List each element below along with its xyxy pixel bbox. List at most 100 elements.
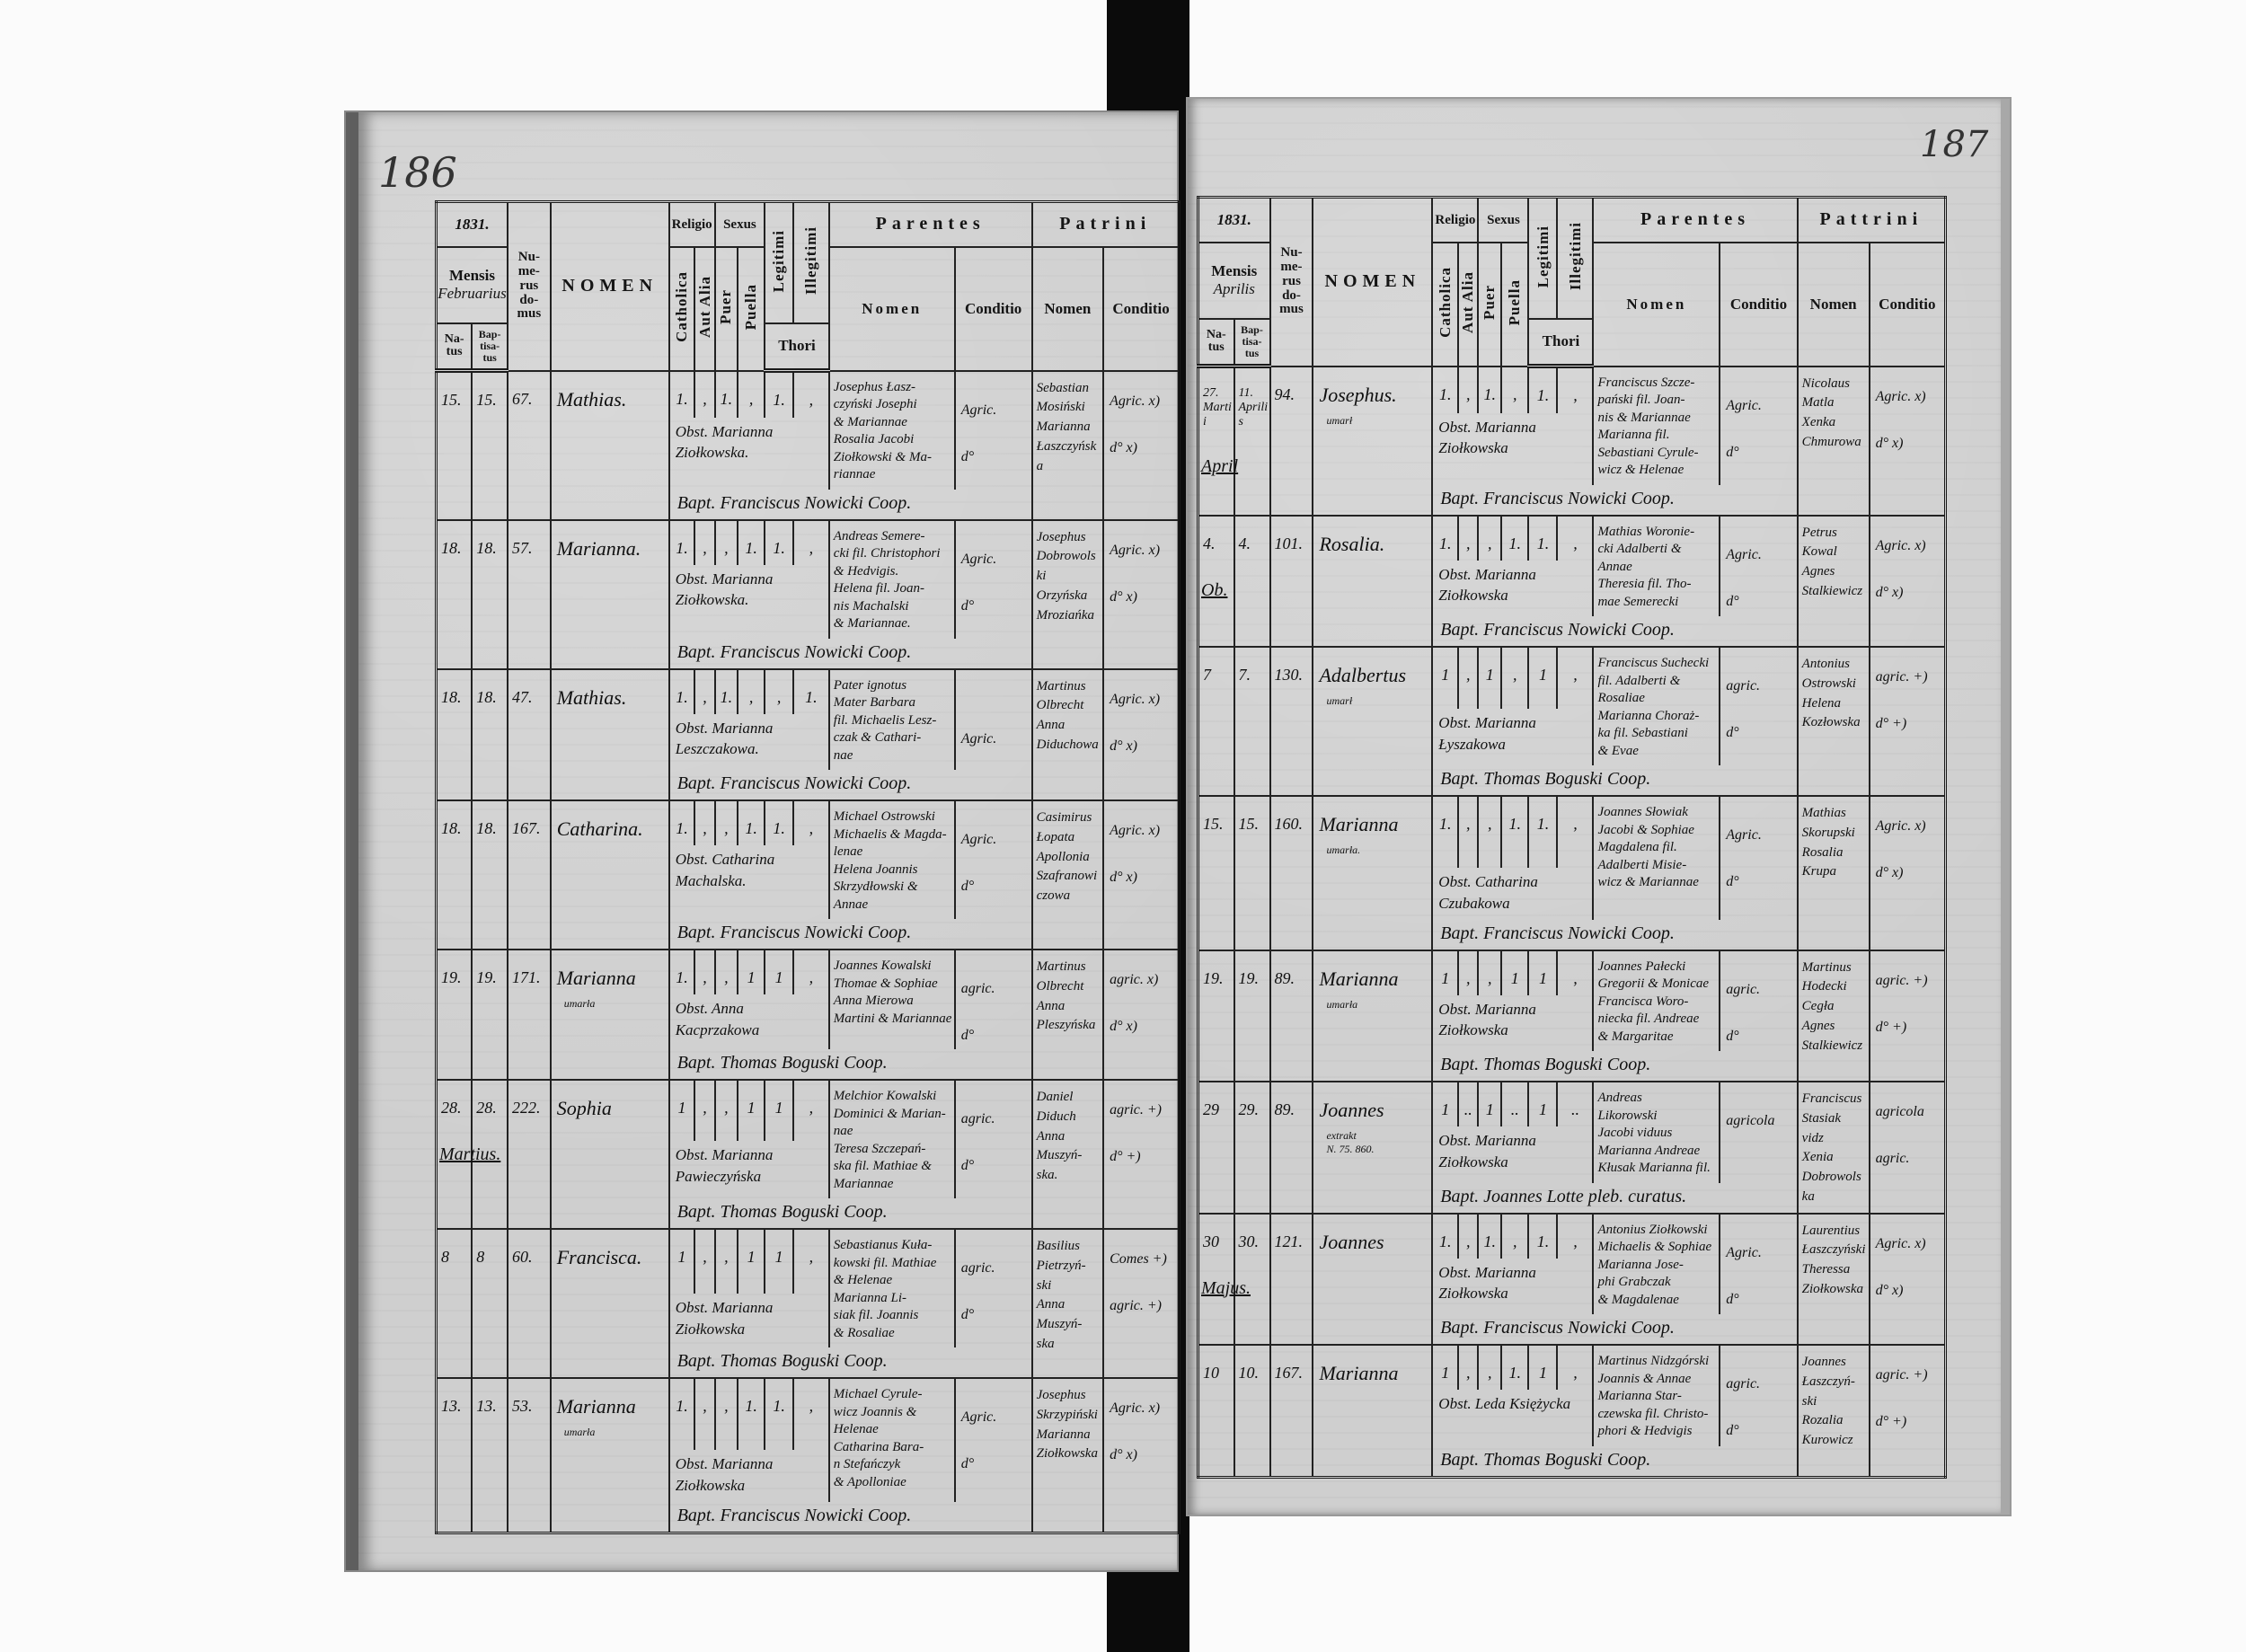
midwife: Obst. Leda Księżycka [1438, 1395, 1571, 1413]
child-name: Francisca. [556, 1246, 642, 1268]
legitimate-mark: 1. [773, 391, 785, 409]
parents-condition-label: Conditio [965, 299, 1022, 317]
catholic-mark: 1. [1438, 815, 1452, 833]
godfather-condition: agric. +) [1875, 972, 1928, 988]
boy-mark: 1 [1485, 666, 1494, 684]
baptizer: Bapt. Franciscus Nowicki Coop. [676, 923, 912, 942]
other-religion-mark: , [1466, 534, 1471, 552]
birth-day: 4. [1203, 534, 1216, 552]
catholic-mark: 1. [676, 538, 688, 557]
godparents-names: Antonius Ostrowski Helena Kozłowska [1801, 657, 1861, 730]
girl-mark: , [748, 389, 754, 408]
baptizer: Bapt. Thomas Boguski Coop. [1440, 1055, 1651, 1075]
catholic-mark: 1 [1441, 666, 1450, 684]
other-religion-mark: , [703, 687, 707, 706]
house-number: 101. [1274, 534, 1304, 552]
boy-header: Puer [713, 245, 739, 372]
godmother-condition: d° x) [1110, 439, 1137, 455]
girl-mark: , [748, 687, 754, 706]
register-entry-midwife-row: Obst. Marianna Ziołkowska [1198, 994, 1946, 1052]
page-number: 186 [378, 148, 457, 197]
godmother-condition: agric. +) [1110, 1298, 1163, 1313]
birth-day: 18. [441, 819, 462, 837]
godfather-condition: Agric. x) [1110, 691, 1161, 707]
boy-mark: , [724, 1397, 729, 1415]
godparents-name-header: Nomen [1030, 245, 1105, 372]
house-number: 60. [512, 1248, 533, 1266]
house-number: 160. [1274, 815, 1304, 833]
register-entry-baptizer-row: Bapt. Thomas Boguski Coop. [1198, 1051, 1946, 1083]
baptizer: Bapt. Joannes Lotte pleb. curatus. [1440, 1186, 1687, 1206]
page-number: 187 [1920, 124, 1989, 165]
godparents-label: Patrini [1059, 214, 1152, 234]
house-number: 67. [512, 389, 533, 408]
godmother-condition: d° x) [1875, 584, 1904, 600]
register-entry-row: 27. Martii April 11. Aprilis 94. Josephus… [1197, 365, 1947, 517]
catholic-mark: 1. [676, 968, 688, 986]
register-entry-row: 19. 19. 171. Marianna umarła 1.,, 1 1, Joanne… [435, 949, 1180, 1081]
godmother-condition: d° x) [1875, 1282, 1904, 1298]
godmother-condition: d° +) [1875, 716, 1907, 731]
boy-mark: 1. [1483, 384, 1497, 403]
baptism-day: 10. [1238, 1364, 1260, 1383]
child-name: Marianna. [556, 536, 641, 560]
birth-day: 18. [441, 538, 462, 557]
godparents-names: Basilius Pietrzyń- ski Anna Muszyń- ska [1036, 1239, 1086, 1351]
month-marker: Martius. [439, 1144, 501, 1164]
marriage-label: Thori [1542, 332, 1580, 350]
illegitimate-header: Illegitimi [792, 200, 830, 324]
mother-condition: d° [1726, 593, 1739, 609]
register-entry-midwife-row: Obst. Catharina Machalska. [437, 845, 1180, 919]
child-name: Adalbertus [1319, 664, 1407, 686]
year-header: 1831. [435, 200, 508, 248]
register-entry-row: 15. 15. 160. Marianna umarła. 1.,, 1. 1., Joa… [1197, 795, 1947, 951]
girl-mark: , [1513, 1232, 1517, 1250]
other-religion-mark: , [1466, 1232, 1471, 1250]
parents-names: Sebastianus Kuła- kowski fil. Mathiae & … [833, 1238, 937, 1340]
other-religion-mark: , [703, 389, 707, 408]
house-number-label: Nu- me- rus do- mus [1279, 245, 1304, 317]
other-religion-mark: , [1466, 815, 1471, 833]
baptism-day: 15. [1238, 815, 1260, 833]
baptism-register-table: 1831. Nu- me- rus do- mus NOMEN Religio … [435, 200, 1180, 1534]
religion-header: Religio [1431, 196, 1480, 243]
baptism-day: 29. [1238, 1100, 1260, 1119]
godfather-condition: Agric. x) [1875, 388, 1926, 404]
father-condition: Agric. [1726, 397, 1762, 413]
boy-mark: 1. [720, 389, 733, 408]
other-religion-mark: , [703, 1248, 707, 1266]
other-religion-mark: , [703, 968, 707, 986]
name-header: NOMEN [549, 200, 670, 372]
register-entry-baptizer-row: Bapt. Thomas Boguski Coop. [437, 1049, 1180, 1081]
godparents-names: Martinus Olbrecht Anna Diduchowa [1036, 678, 1099, 752]
father-condition [957, 670, 1030, 700]
register-entry-midwife-row: Obst. Anna Kacprzakowa [437, 994, 1180, 1049]
month-label: Mensis [449, 267, 495, 285]
godfather-condition: agric. +) [1110, 1102, 1163, 1118]
parents-names: Andreas Semere- cki fil. Christophori & … [833, 528, 941, 632]
register-entry-row: 19. 19. 89. Marianna umarła 1,, 1 1, Joannes … [1197, 949, 1947, 1083]
month-header: Mensis Aprilis [1197, 241, 1271, 320]
girl-mark: 1 [747, 1248, 756, 1266]
child-name: Marianna [1319, 813, 1399, 835]
legitimate-mark: 1. [773, 538, 785, 557]
illegitimate-mark: , [1573, 815, 1578, 833]
born-header: Na- tus [1197, 317, 1235, 368]
girl-mark: 1 [747, 1099, 756, 1117]
register-entry-row: 28. Martius. 28. 222. Sophia 1,, 1 1, Melchio… [435, 1079, 1180, 1230]
birth-day: 18. [441, 687, 462, 706]
birth-day: 7 [1203, 666, 1211, 684]
godparents-condition-header: Conditio [1102, 245, 1180, 372]
other-religion-header: Aut Alia [694, 245, 716, 372]
birth-day: 27. Martii [1203, 386, 1232, 428]
baptizer: Bapt. Franciscus Nowicki Coop. [1440, 488, 1675, 508]
midwife: Obst. Marianna Ziołkowska. [675, 570, 774, 609]
house-number: 47. [512, 687, 533, 706]
boy-mark: , [724, 968, 729, 986]
baptism-day: 18. [476, 819, 497, 837]
girl-header: Puella [737, 245, 766, 372]
baptized-header: Bap- tisa- tus [471, 322, 508, 373]
house-number-header: Nu- me- rus do- mus [507, 200, 552, 372]
month-marker: April [1201, 456, 1239, 476]
girl-mark: 1 [1510, 968, 1519, 987]
